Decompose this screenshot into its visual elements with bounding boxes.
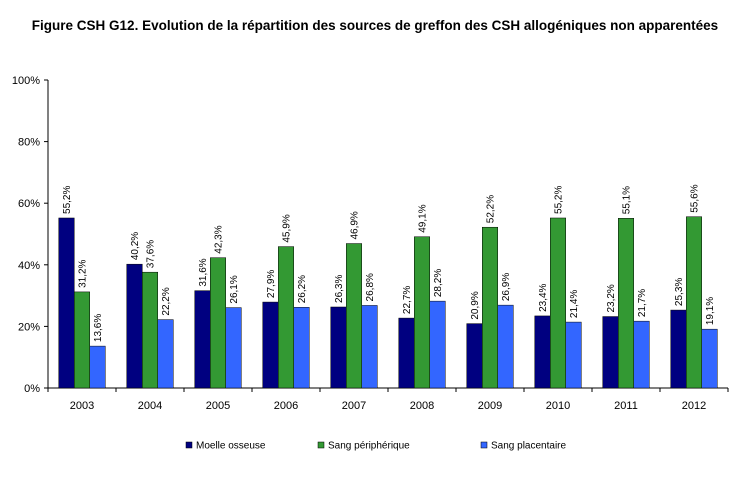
legend-swatch bbox=[185, 441, 193, 449]
bar bbox=[482, 226, 498, 389]
bar bbox=[361, 305, 378, 389]
chart-title: Figure CSH G12. Evolution de la répartit… bbox=[31, 18, 719, 33]
bar bbox=[466, 323, 483, 389]
data-label: 26,8% bbox=[365, 273, 376, 301]
y-tick-label: 40% bbox=[18, 260, 40, 272]
y-tick-label: 60% bbox=[18, 198, 40, 210]
bar bbox=[142, 271, 158, 389]
data-label: 26,3% bbox=[334, 275, 345, 303]
data-label: 55,1% bbox=[622, 186, 633, 214]
data-label: 26,1% bbox=[229, 275, 240, 303]
data-label: 55,6% bbox=[690, 184, 701, 212]
bar bbox=[550, 217, 566, 389]
x-tick-label: 2004 bbox=[138, 400, 162, 412]
data-label: 45,9% bbox=[282, 214, 293, 242]
data-label: 21,7% bbox=[637, 289, 648, 317]
y-tick-label: 0% bbox=[24, 383, 40, 395]
x-tick-label: 2010 bbox=[546, 400, 570, 412]
bar bbox=[701, 328, 718, 389]
bar bbox=[89, 345, 106, 389]
bar bbox=[330, 306, 347, 389]
bar bbox=[157, 319, 174, 389]
y-tick-label: 80% bbox=[18, 137, 40, 149]
bar bbox=[602, 316, 619, 389]
data-label: 31,2% bbox=[78, 259, 89, 287]
bar bbox=[126, 263, 143, 389]
x-tick-label: 2005 bbox=[206, 400, 230, 412]
y-tick-label: 100% bbox=[12, 75, 40, 87]
data-label: 19,1% bbox=[705, 297, 716, 325]
bar bbox=[398, 317, 415, 389]
data-label: 25,3% bbox=[674, 278, 685, 306]
x-tick-label: 2003 bbox=[70, 400, 94, 412]
bar bbox=[293, 307, 310, 389]
data-label: 49,1% bbox=[418, 204, 429, 232]
legend-label: Sang périphérique bbox=[328, 441, 410, 452]
legend-swatch bbox=[480, 441, 488, 449]
bar bbox=[58, 217, 75, 389]
bar bbox=[74, 291, 90, 389]
bar bbox=[565, 321, 582, 389]
bar bbox=[194, 290, 211, 389]
data-label: 23,2% bbox=[606, 284, 617, 312]
data-label: 46,9% bbox=[350, 211, 361, 239]
data-label: 23,4% bbox=[538, 283, 549, 311]
data-label: 55,2% bbox=[62, 186, 73, 214]
data-label: 26,2% bbox=[297, 275, 308, 303]
legend-label: Moelle osseuse bbox=[196, 441, 266, 452]
bar bbox=[346, 243, 362, 389]
bar bbox=[534, 315, 551, 389]
data-label: 55,2% bbox=[554, 186, 565, 214]
x-tick-label: 2012 bbox=[682, 400, 706, 412]
x-tick-label: 2008 bbox=[410, 400, 434, 412]
bar bbox=[670, 309, 687, 389]
data-label: 42,3% bbox=[214, 225, 225, 253]
data-label: 28,2% bbox=[433, 269, 444, 297]
bar bbox=[429, 300, 446, 389]
bar bbox=[414, 236, 430, 389]
bar bbox=[278, 246, 294, 389]
data-label: 22,2% bbox=[161, 287, 172, 315]
bar bbox=[497, 304, 514, 389]
data-label: 37,6% bbox=[146, 240, 157, 268]
bar bbox=[262, 301, 279, 389]
data-label: 20,9% bbox=[470, 291, 481, 319]
y-tick-label: 20% bbox=[18, 321, 40, 333]
data-label: 31,6% bbox=[198, 258, 209, 286]
x-tick-label: 2007 bbox=[342, 400, 366, 412]
bar bbox=[618, 218, 634, 389]
data-label: 13,6% bbox=[93, 314, 104, 342]
legend-label: Sang placentaire bbox=[491, 441, 566, 452]
data-label: 26,9% bbox=[501, 273, 512, 301]
x-tick-label: 2006 bbox=[274, 400, 298, 412]
x-tick-label: 2011 bbox=[614, 400, 638, 412]
data-label: 40,2% bbox=[130, 232, 141, 260]
data-label: 22,7% bbox=[402, 286, 413, 314]
legend-swatch bbox=[317, 441, 325, 449]
bar bbox=[210, 257, 226, 389]
data-label: 21,4% bbox=[569, 290, 580, 318]
data-label: 52,2% bbox=[486, 195, 497, 223]
x-tick-label: 2009 bbox=[478, 400, 502, 412]
bar bbox=[633, 320, 650, 389]
bar bbox=[225, 307, 242, 389]
data-label: 27,9% bbox=[266, 270, 277, 298]
bar bbox=[686, 216, 702, 389]
